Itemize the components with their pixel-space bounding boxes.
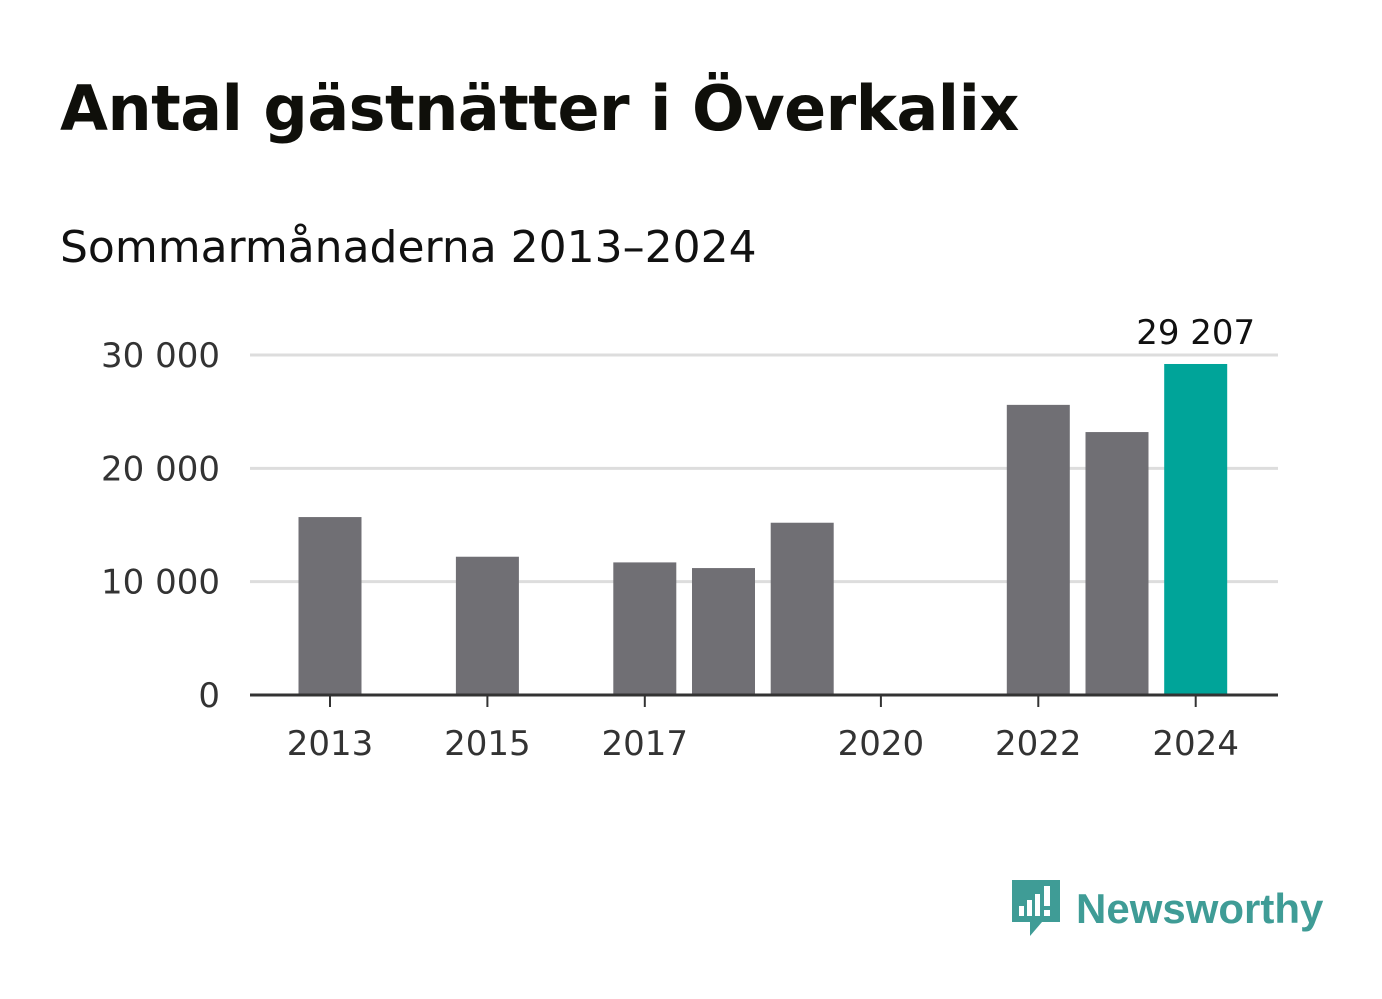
x-tick-label: 2020 (838, 724, 925, 764)
chart-title: Antal gästnätter i Överkalix (60, 72, 1019, 145)
x-tick-label: 2015 (444, 724, 531, 764)
bar-2023 (1085, 432, 1149, 695)
y-tick-label: 0 (198, 676, 220, 716)
bar-2015 (455, 556, 519, 695)
bar-2022 (1006, 404, 1070, 695)
x-tick-label: 2013 (287, 724, 374, 764)
brand-name: Newsworthy (1076, 885, 1324, 932)
newsworthy-logo: Newsworthy (1010, 878, 1323, 940)
x-tick-label: 2024 (1152, 724, 1239, 764)
x-tick-label: 2017 (602, 724, 689, 764)
x-tick-label: 2022 (995, 724, 1082, 764)
bar-2019 (770, 522, 834, 695)
y-tick-label: 30 000 (101, 336, 220, 376)
data-label: 29 207 (1136, 313, 1255, 353)
bar-2013 (298, 517, 362, 695)
chart-subtitle: Sommarmånaderna 2013–2024 (60, 222, 757, 273)
y-tick-label: 10 000 (101, 563, 220, 603)
bar-2018 (692, 568, 755, 695)
bar-2024 (1164, 363, 1228, 695)
newsworthy-logo-icon (1012, 880, 1060, 936)
y-tick-label: 20 000 (101, 449, 220, 489)
bar-2017 (613, 562, 677, 695)
